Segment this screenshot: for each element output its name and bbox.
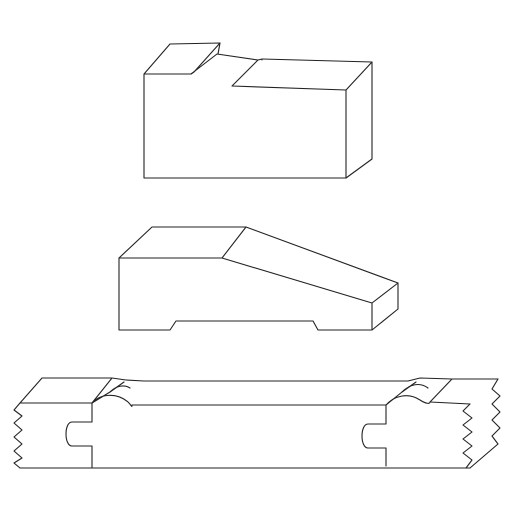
board-right-tongue [361, 404, 387, 467]
board-left-bead [91, 385, 133, 407]
board-top-main [111, 377, 453, 382]
notched-block-step-left [190, 42, 221, 75]
moulding-chamfer-ridge [221, 226, 247, 259]
chamfered-moulding [118, 226, 399, 331]
moulding-front-face [118, 257, 373, 331]
board-left-groove [65, 402, 93, 469]
tongue-groove-board [13, 377, 501, 469]
board-top-back-right [429, 378, 499, 405]
board-right-break [462, 403, 473, 469]
notched-block-step-right [257, 58, 263, 61]
notched-block [143, 42, 373, 179]
board-right-break-back [469, 378, 501, 469]
board-right-bead [385, 383, 431, 406]
notched-block-top-profile [143, 53, 373, 91]
board-front-top [19, 381, 417, 406]
notched-block-front-face [143, 73, 347, 179]
moulding-side-face [371, 282, 399, 331]
notched-block-side-face [345, 61, 373, 179]
board-left-break [13, 402, 23, 469]
moulding-top-back [118, 226, 399, 304]
board-top-back [19, 377, 113, 404]
notched-block-top-back [143, 42, 221, 75]
